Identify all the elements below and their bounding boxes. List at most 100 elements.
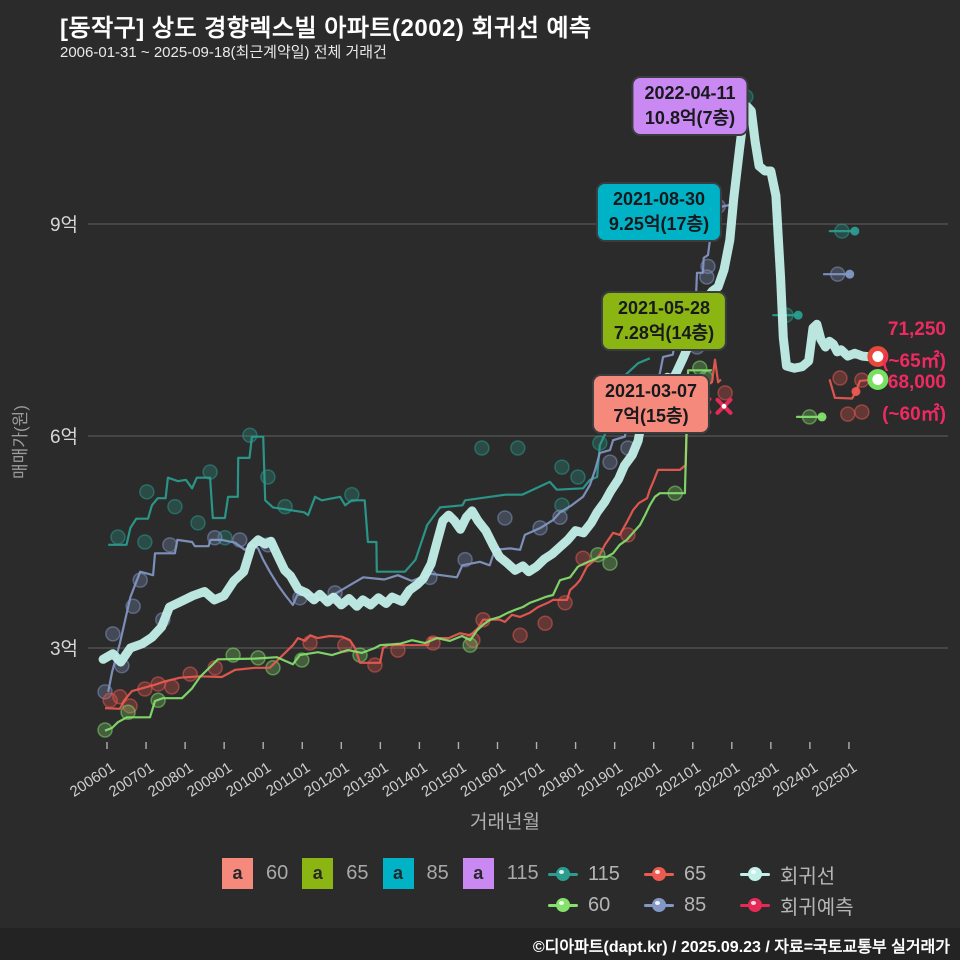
legend-series-item-회귀선[interactable]: 회귀선 (740, 862, 872, 888)
scatter-point-115 (190, 515, 206, 531)
line-marker-icon (548, 867, 578, 881)
annotation-date: 2021-03-07 (604, 381, 698, 401)
line-marker-icon (548, 898, 578, 912)
pred-price-60: 68,000 (887, 372, 946, 393)
page-subtitle: 2006-01-31 ~ 2025-09-18(최근계약일) 전체 거래건 (60, 44, 387, 61)
scatter-point-115 (554, 459, 570, 475)
annotation-price: 10.8억(7층) (644, 108, 736, 128)
annotation-date: 2022-04-11 (644, 83, 736, 103)
scatter-point-115 (344, 486, 360, 503)
scatter-point-60 (602, 555, 618, 571)
legend-size-swatch: a (382, 858, 414, 889)
scatter-point-65 (537, 615, 553, 632)
y-tick-label: 3억 (50, 638, 78, 660)
segment-marker-65 (851, 386, 861, 396)
legend-series-item-65[interactable]: 65 (644, 862, 740, 886)
legend-size-item-115[interactable]: a 115 (462, 858, 539, 889)
footer-bar (0, 928, 960, 960)
annotation-date: 2021-05-28 (617, 298, 711, 318)
scatter-point-65 (854, 404, 870, 420)
legend-series-item-85[interactable]: 85 (644, 893, 740, 917)
line-marker-icon (740, 898, 770, 912)
x-axis-title: 거래년월 (470, 811, 540, 833)
scatter-point-65 (840, 406, 856, 422)
scatter-point-115 (167, 498, 183, 515)
legend-size-label: 65 (346, 862, 369, 884)
annotation-price: 7.28억(14층) (613, 323, 715, 343)
legend-size-label: 60 (266, 862, 289, 884)
scatter-point-65 (367, 657, 383, 673)
scatter-point-115 (570, 469, 586, 485)
scatter-point-65 (512, 627, 528, 644)
scatter-point-85 (497, 510, 513, 526)
segment-marker-85 (845, 269, 855, 279)
legend-series-label: 65 (684, 862, 707, 885)
legend-series-label: 회귀선 (780, 865, 836, 888)
annotation-2021-03-07: 2021-03-07 7억(15층) (591, 374, 711, 434)
legend-size-swatch: a (462, 858, 494, 889)
annotation-2021-08-30: 2021-08-30 9.25억(17층) (595, 182, 723, 242)
legend-series-item-60[interactable]: 60 (548, 893, 644, 917)
x-tick-label: 201001 (223, 759, 274, 801)
scatter-point-115 (139, 484, 155, 500)
scatter-point-85 (602, 454, 618, 470)
regression-line (98, 102, 883, 667)
scatter-point-85 (105, 626, 121, 642)
segment-marker-115 (850, 226, 860, 236)
series-line-60 (104, 369, 712, 732)
page-title: [동작구] 상도 경향렉스빌 아파트(2002) 회귀선 예측 (60, 15, 592, 42)
line-marker-icon (740, 867, 770, 881)
legend-series-item-회귀예측[interactable]: 회귀예측 (740, 893, 872, 919)
line-marker-icon (644, 898, 674, 912)
legend-area-sizes: a 60 a 65 a 85 a 115 (222, 858, 539, 889)
prediction-end-marker (867, 345, 889, 367)
scatter-point-65 (832, 370, 848, 386)
pred-area-65: (~65㎡) (882, 351, 946, 372)
segment-marker-60 (817, 412, 827, 422)
scatter-point-115 (110, 529, 126, 545)
scatter-point-85 (552, 509, 568, 526)
scatter-point-65 (717, 385, 733, 401)
y-tick-label: 9억 (50, 214, 78, 236)
series-line-115 (108, 357, 651, 573)
legend-series-item-115[interactable]: 115 (548, 862, 644, 886)
scatter-point-60 (462, 637, 478, 653)
legend-size-item-60[interactable]: a 60 (222, 858, 288, 889)
scatter-point-115 (474, 440, 490, 456)
annotation-price: 9.25억(17층) (608, 214, 710, 234)
pred-price-65: 71,250 (887, 319, 946, 340)
annotation-date: 2021-08-30 (612, 189, 706, 209)
series-line-85 (107, 203, 731, 693)
line-marker-icon (644, 867, 674, 881)
scatter-point-115 (260, 469, 276, 485)
y-tick-label: 6억 (50, 426, 78, 448)
scatter-point-115 (242, 427, 258, 444)
scatter-point-85 (207, 530, 223, 546)
legend-size-swatch: a (302, 858, 334, 889)
pred-area-60: (~60㎡) (882, 404, 946, 425)
scatter-point-115 (510, 440, 526, 456)
scatter-point-65 (182, 666, 198, 682)
segment-marker-115 (793, 310, 803, 320)
legend-size-item-85[interactable]: a 85 (382, 858, 449, 889)
annotation-price: 7억(15층) (613, 406, 689, 426)
series-line-65 (104, 358, 722, 710)
scatter-point-65 (557, 595, 573, 611)
legend-size-item-65[interactable]: a 65 (302, 858, 369, 889)
y-axis-title: 매매가(원) (11, 405, 30, 479)
legend-series-label: 115 (588, 862, 620, 885)
credit-text: ©디아파트(dapt.kr) / 2025.09.23 / 자료=국토교통부 실… (532, 939, 950, 956)
legend-series-label: 60 (588, 893, 611, 916)
legend-size-swatch: a (222, 858, 253, 889)
prediction-end-marker (867, 368, 889, 390)
scatter-point-115 (277, 498, 293, 515)
scatter-point-60 (120, 704, 136, 721)
scatter-point-115 (137, 534, 153, 550)
legend-series-label: 회귀예측 (780, 896, 854, 919)
x-tick-label: 202501 (809, 759, 860, 801)
annotation-2021-05-28: 2021-05-28 7.28억(14층) (600, 291, 728, 351)
legend-size-label: 85 (426, 862, 449, 884)
legend-series: 115 65 회귀선 60 85 회귀예측 (548, 862, 872, 919)
